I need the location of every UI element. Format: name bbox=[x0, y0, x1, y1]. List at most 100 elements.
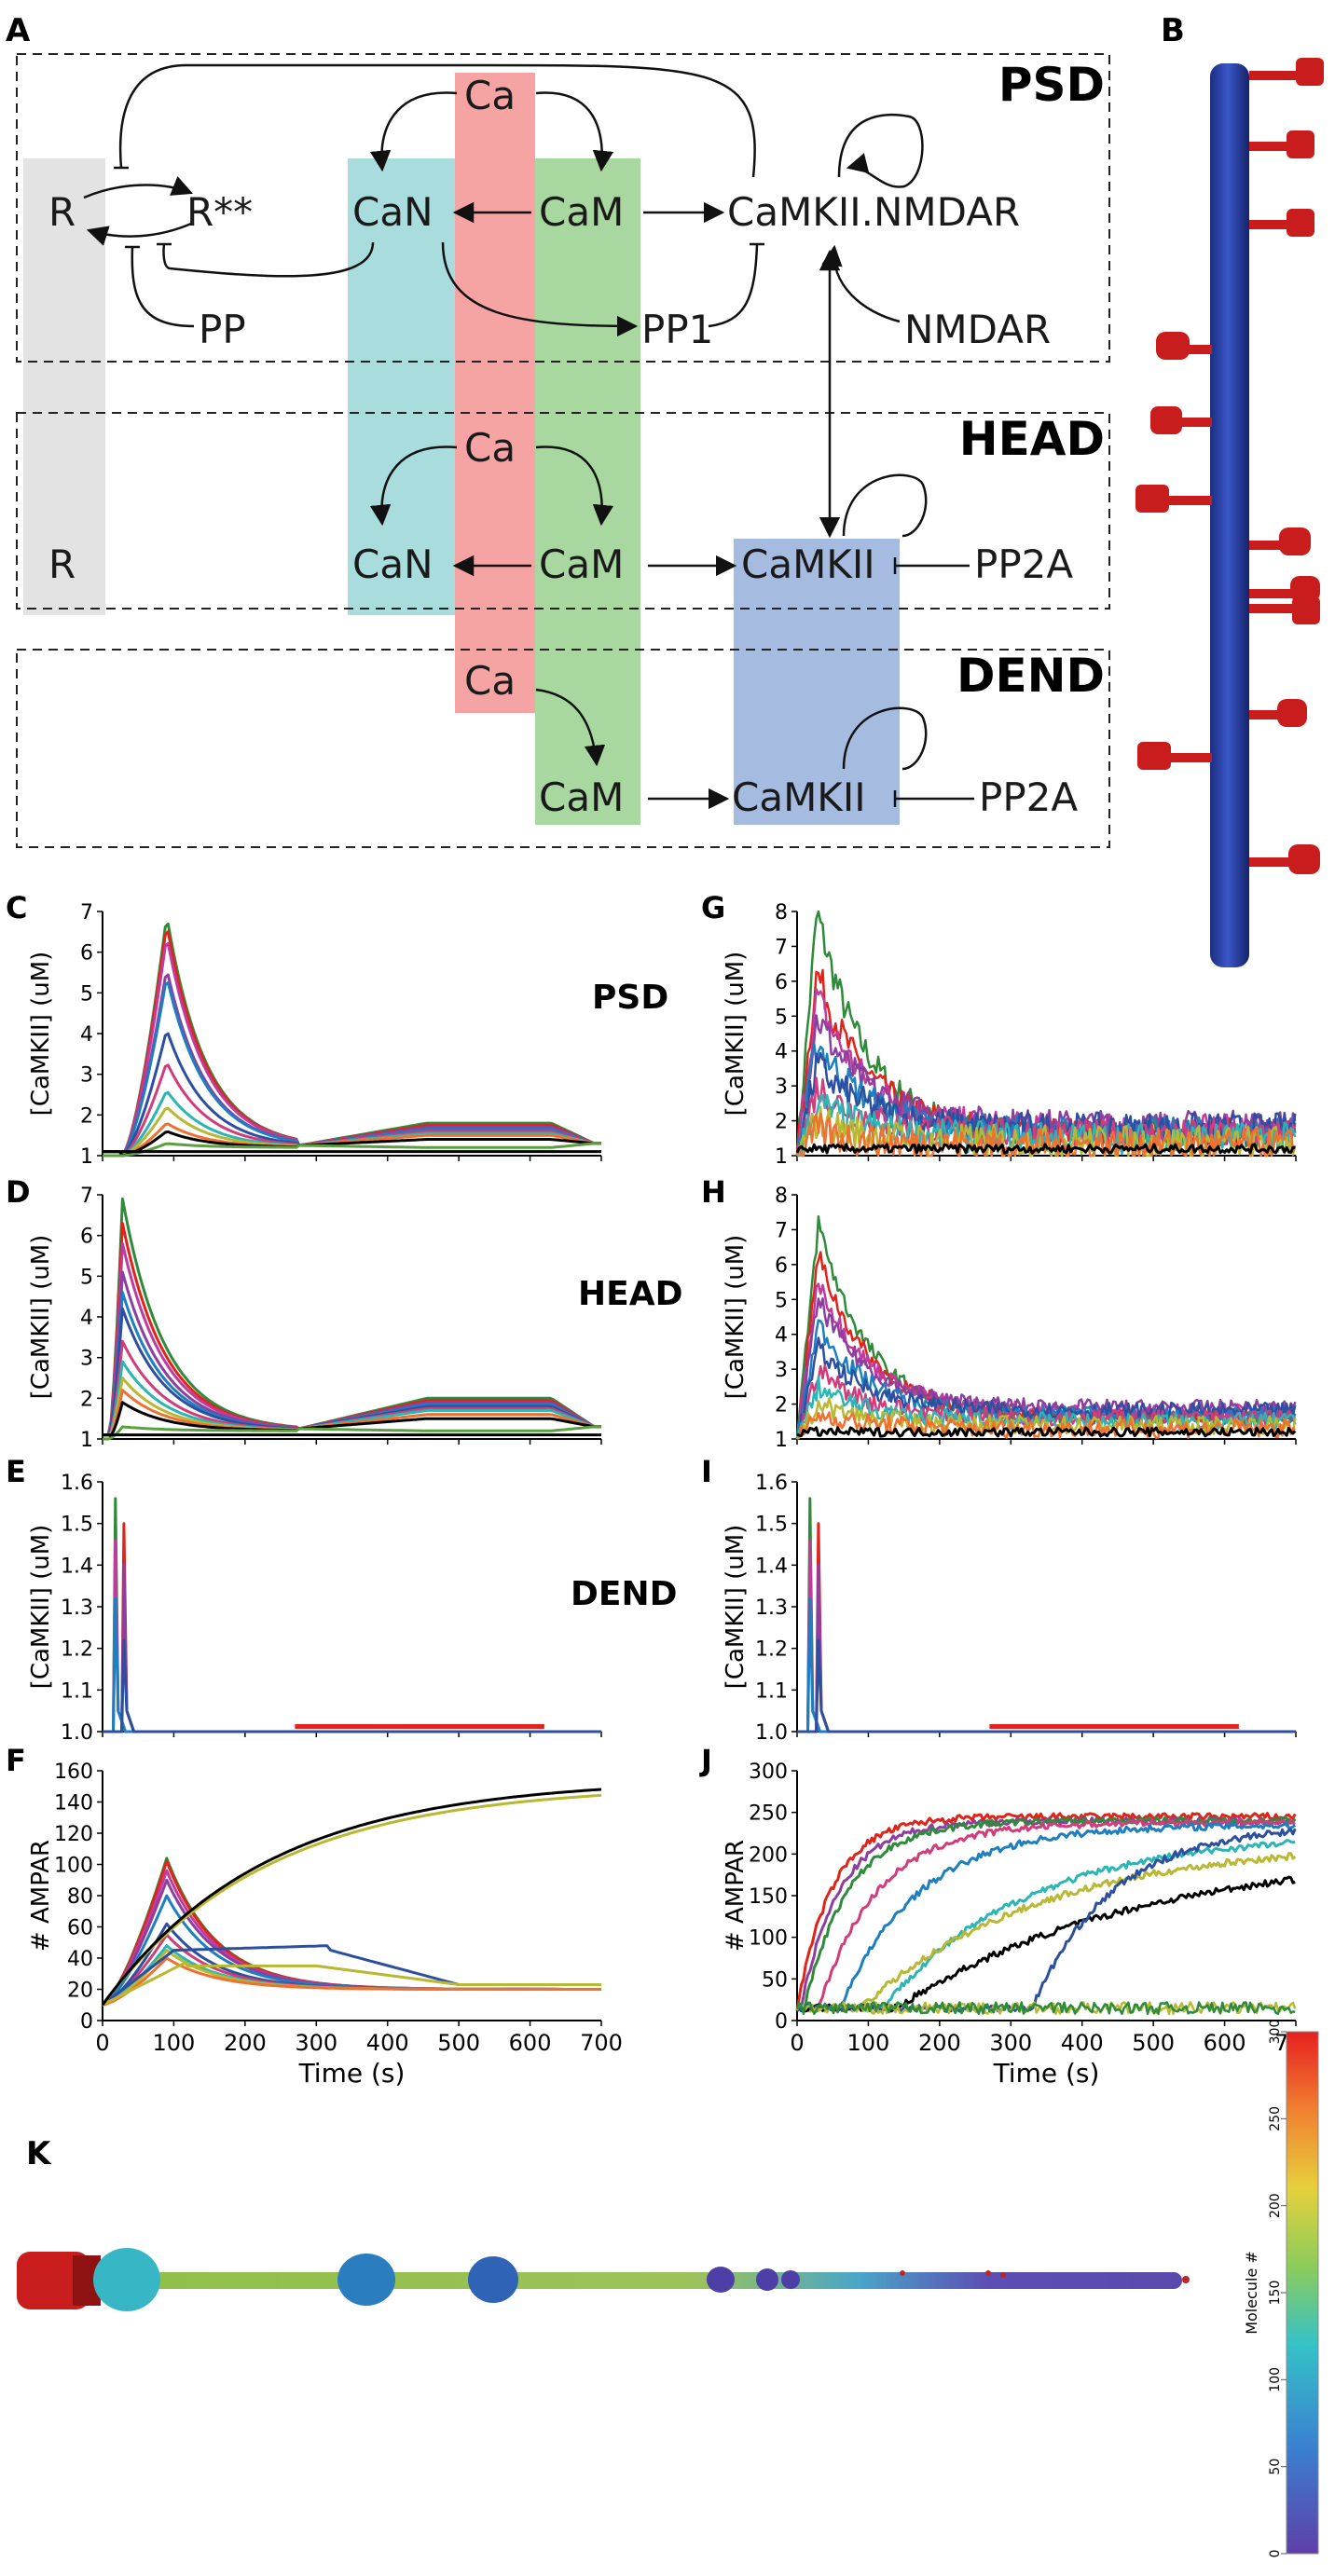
y-tick-label: 4 bbox=[80, 1023, 93, 1047]
panel-letter-d: D bbox=[6, 1174, 31, 1210]
y-tick-label: 1.0 bbox=[61, 1721, 93, 1745]
y-axis-label: [CaMKII] (uM) bbox=[27, 952, 55, 1117]
y-tick-label: 7 bbox=[775, 936, 788, 959]
spine-head-1 bbox=[93, 2248, 160, 2311]
colorbar bbox=[1286, 2031, 1319, 2555]
row-label-psd: PSD bbox=[592, 979, 668, 1017]
chart-j-ampar: J 05010015020025030001002003004005006007… bbox=[699, 1743, 1317, 2089]
chart-f-ampar: F 0 20 40 60 80 100 120 140 160 0 100 200 300 400 500 6… bbox=[6, 1743, 623, 2089]
panel-letter-a: A bbox=[6, 12, 31, 49]
y-tick-label: 120 bbox=[54, 1823, 93, 1846]
head-can: CaN bbox=[352, 541, 433, 587]
spine-head-5 bbox=[756, 2268, 778, 2291]
panel-letter-g: G bbox=[701, 890, 725, 925]
dend-ca: Ca bbox=[464, 658, 516, 704]
panel-letter-b: B bbox=[1161, 12, 1185, 49]
panel-a-diagram: A PSD HEAD DEND R R** Ca CaN CaM CaMKII.… bbox=[6, 12, 1110, 848]
panel-letter-k: K bbox=[26, 2135, 52, 2172]
panel-k-render: K 0 50 100 150 200 250 300 Molecule # bbox=[17, 2020, 1319, 2557]
y-tick-label: 1.2 bbox=[61, 1638, 93, 1662]
series-line bbox=[102, 1857, 601, 2007]
psd-r: R bbox=[48, 189, 76, 235]
series-line bbox=[796, 1426, 1297, 1438]
panel-letter-f: F bbox=[6, 1743, 26, 1778]
ca-band bbox=[455, 73, 535, 713]
y-axis-label: [CaMKII] (uM) bbox=[722, 1525, 750, 1690]
series-line bbox=[797, 1563, 1296, 1733]
y-tick-label: 7 bbox=[775, 1219, 788, 1242]
x-tick-label: 200 bbox=[224, 2030, 267, 2056]
plateau-band bbox=[295, 1723, 544, 1729]
x-tick-label: 100 bbox=[847, 2030, 890, 2056]
y-tick-label: 5 bbox=[775, 1006, 788, 1029]
y-tick-label: 7 bbox=[80, 1185, 93, 1208]
series-line bbox=[103, 1522, 601, 1733]
series-line bbox=[103, 1389, 601, 1437]
series-line bbox=[103, 1497, 601, 1733]
y-axis-label: [CaMKII] (uM) bbox=[722, 1235, 750, 1400]
y-tick-label: 6 bbox=[80, 1226, 93, 1249]
y-tick-label: 60 bbox=[67, 1917, 93, 1940]
colorbar-tick-label: 50 bbox=[1268, 2459, 1283, 2475]
x-tick-label: 700 bbox=[580, 2030, 623, 2056]
y-tick-label: 2 bbox=[775, 1111, 788, 1134]
colorbar-tick-label: 250 bbox=[1268, 2106, 1283, 2131]
series-line bbox=[796, 1411, 1296, 1439]
psd-nmdar: NMDAR bbox=[904, 307, 1051, 352]
y-tick-label: 4 bbox=[775, 1041, 788, 1064]
colorbar-label: Molecule # bbox=[1243, 2251, 1260, 2335]
spine-base-cylinder bbox=[17, 2252, 89, 2309]
y-tick-label: 1 bbox=[775, 1145, 788, 1169]
series-line bbox=[103, 1122, 601, 1158]
psd-box bbox=[16, 53, 1110, 363]
dend-box bbox=[16, 649, 1110, 848]
panel-letter-c: C bbox=[6, 890, 27, 925]
y-tick-label: 300 bbox=[749, 1761, 788, 1784]
series-line bbox=[795, 1852, 1297, 2013]
x-tick-label: 0 bbox=[790, 2030, 804, 2056]
series-line bbox=[796, 1820, 1297, 2013]
y-tick-label: 1.5 bbox=[755, 1514, 788, 1537]
chart-i-dend: I 1.0 1.1 1.2 1.3 1.4 1.5 1.6 [CaMKII] (uM) bbox=[701, 1454, 1297, 1745]
psd-arrows bbox=[83, 63, 924, 539]
x-tick-label: 500 bbox=[437, 2030, 480, 2056]
y-tick-label: 2 bbox=[80, 1104, 93, 1128]
colorbar-tick-label: 150 bbox=[1268, 2281, 1283, 2306]
y-tick-label: 6 bbox=[775, 1254, 788, 1278]
series-line bbox=[797, 1816, 1297, 2008]
psd-cam: CaM bbox=[539, 189, 624, 235]
y-tick-label: 100 bbox=[54, 1855, 93, 1878]
y-tick-label: 7 bbox=[80, 901, 93, 925]
panel-letter-h: H bbox=[701, 1174, 726, 1210]
spine-head-6 bbox=[781, 2270, 800, 2289]
x-axis-label: Time (s) bbox=[993, 2058, 1100, 2089]
y-axis-label: # AMPAR bbox=[722, 1840, 750, 1952]
cam-band bbox=[535, 158, 640, 825]
y-tick-label: 1.4 bbox=[61, 1555, 93, 1578]
x-tick-label: 200 bbox=[918, 2030, 961, 2056]
x-tick-label: 600 bbox=[1204, 2030, 1246, 2056]
series-line bbox=[796, 1296, 1297, 1434]
y-tick-label: 50 bbox=[762, 1968, 788, 1992]
small-spines bbox=[900, 2270, 1190, 2283]
series-line bbox=[103, 1563, 601, 1733]
psd-ca: Ca bbox=[464, 73, 516, 118]
series-line bbox=[101, 1793, 602, 2007]
y-tick-label: 1.1 bbox=[61, 1679, 93, 1703]
series-line bbox=[797, 1638, 1296, 1733]
y-tick-label: 1.6 bbox=[755, 1472, 788, 1495]
dend-arrows bbox=[535, 688, 974, 810]
x-tick-label: 600 bbox=[509, 2030, 552, 2056]
y-tick-label: 1.0 bbox=[755, 1721, 788, 1745]
y-tick-label: 3 bbox=[80, 1348, 93, 1371]
series-line bbox=[796, 1817, 1296, 2013]
y-axis-label: [CaMKII] (uM) bbox=[27, 1525, 55, 1690]
series-line bbox=[795, 1143, 1296, 1155]
head-box bbox=[16, 412, 1110, 610]
series-line bbox=[102, 1961, 601, 2007]
series-line bbox=[103, 1596, 601, 1733]
y-tick-label: 1.3 bbox=[61, 1596, 93, 1620]
psd-label: PSD bbox=[998, 58, 1105, 112]
y-tick-label: 1.2 bbox=[755, 1638, 788, 1662]
